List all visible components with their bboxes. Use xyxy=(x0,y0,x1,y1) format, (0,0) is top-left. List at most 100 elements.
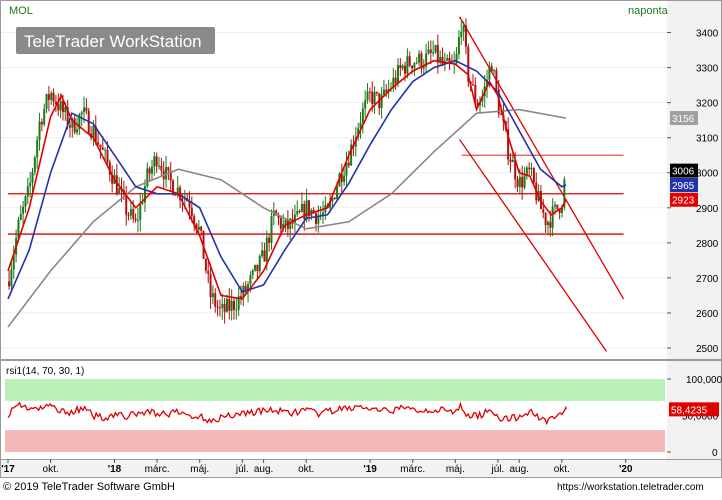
price-bar-body xyxy=(528,167,531,170)
time-axis: '17 okt. '18 márc. máj. júl. aug. okt. '19 márc. m… xyxy=(1,459,633,475)
price-bar-body xyxy=(104,149,107,151)
price-bar-body xyxy=(521,176,524,188)
y-tick-label: 2800 xyxy=(696,239,719,250)
x-tick-label: '18 xyxy=(108,464,122,475)
rsi-value-tag xyxy=(669,402,719,417)
price-bar-body xyxy=(514,159,517,180)
channel-line-upper xyxy=(458,16,625,300)
price-bar-body xyxy=(176,187,179,196)
price-bar-body xyxy=(476,102,479,106)
rsi-tick-label-bottom: 0 xyxy=(712,448,718,459)
price-bar-body xyxy=(303,203,306,220)
price-bar-body xyxy=(160,165,163,171)
price-bar-body xyxy=(10,269,13,287)
horizontal-lines xyxy=(8,154,624,235)
price-bar-body xyxy=(279,218,282,229)
price-bar-body xyxy=(429,49,432,54)
price-bar-body xyxy=(399,65,402,69)
price-bar-body xyxy=(155,156,158,167)
x-tick-label: júl. xyxy=(491,464,505,475)
price-bar-body xyxy=(8,281,11,287)
price-bar-body xyxy=(17,219,20,238)
price-bar-body xyxy=(43,108,46,125)
price-bar-body xyxy=(561,207,564,213)
price-bar-body xyxy=(340,173,343,182)
price-bar-body xyxy=(136,220,139,222)
price-bar-body xyxy=(158,165,161,167)
x-tick-label: okt. xyxy=(298,464,314,475)
x-tick-label: '19 xyxy=(363,464,377,475)
price-bar-body xyxy=(57,104,60,111)
price-bar-body xyxy=(232,300,235,310)
ma-slow-line xyxy=(7,108,567,328)
price-tag xyxy=(670,178,698,193)
price-bar-body xyxy=(357,128,360,138)
price-bar-body xyxy=(420,53,423,69)
price-bar-body xyxy=(368,91,371,93)
x-tick-label: máj. xyxy=(190,464,209,475)
price-bar-body xyxy=(305,200,308,220)
symbol-label: MOL xyxy=(9,5,33,17)
price-bar-body xyxy=(223,304,226,312)
main-pane-border xyxy=(0,0,722,360)
price-bar-body xyxy=(392,77,395,89)
price-bar-body xyxy=(434,45,437,53)
x-tick-label: márc. xyxy=(400,464,425,475)
price-bar-body xyxy=(371,91,374,105)
price-bar-body xyxy=(251,270,254,276)
price-bar-body xyxy=(188,201,191,208)
source-url-link[interactable]: https://workstation.teletrader.com xyxy=(557,482,704,493)
price-bars xyxy=(8,18,566,324)
price-bar-body xyxy=(106,149,109,163)
price-bar-body xyxy=(101,147,104,150)
moving-averages xyxy=(7,59,567,328)
price-bar-body xyxy=(448,58,451,63)
price-bar-body xyxy=(150,166,153,174)
y-tick-label: 3300 xyxy=(696,64,719,75)
price-bar-body xyxy=(254,264,257,271)
x-tick-label: aug. xyxy=(509,464,528,475)
price-bar-body xyxy=(322,212,325,215)
price-bar-body xyxy=(143,186,146,203)
price-bar-body xyxy=(556,204,559,209)
price-bar-body xyxy=(284,219,287,224)
price-bar-body xyxy=(296,210,299,215)
channel-line-lower xyxy=(459,139,608,352)
price-bar-body xyxy=(125,194,128,215)
price-bar-body xyxy=(462,25,465,32)
price-bar-body xyxy=(336,186,339,199)
price-bar-body xyxy=(237,296,240,310)
price-bar-body xyxy=(329,201,332,208)
rsi-oversold-zone xyxy=(5,430,665,452)
price-bar-body xyxy=(518,176,521,187)
price-bar-body xyxy=(225,299,228,312)
price-bar-body xyxy=(167,167,170,171)
x-tick-label: márc. xyxy=(145,464,170,475)
price-bar-body xyxy=(59,100,62,111)
price-bar-body xyxy=(411,65,414,69)
price-bar-body xyxy=(85,107,88,111)
price-bar-body xyxy=(289,218,292,229)
price-bar-body xyxy=(546,221,549,226)
y-tick-label: 3400 xyxy=(696,29,719,40)
price-bar-body xyxy=(265,237,268,262)
price-bar-body xyxy=(500,114,503,116)
price-bar-body xyxy=(455,53,458,64)
price-bar-body xyxy=(209,273,212,298)
price-bar-body xyxy=(52,92,55,102)
price-bar-body xyxy=(436,45,439,63)
price-tags: 3156 3006 2965 2923 xyxy=(670,111,698,207)
price-bar-body xyxy=(24,196,27,207)
y-tick-label: 3100 xyxy=(696,134,719,145)
price-bar-body xyxy=(258,256,261,272)
price-bar-body xyxy=(31,171,34,184)
price-bar-body xyxy=(165,167,168,180)
price-bar-body xyxy=(490,66,493,72)
price-bar-body xyxy=(244,285,247,292)
price-bar-body xyxy=(525,167,528,176)
price-bar-body xyxy=(33,157,36,172)
price-bar-body xyxy=(350,144,353,166)
price-bar-body xyxy=(563,179,566,208)
price-bar-body xyxy=(115,175,118,195)
price-bar-body xyxy=(333,197,336,199)
